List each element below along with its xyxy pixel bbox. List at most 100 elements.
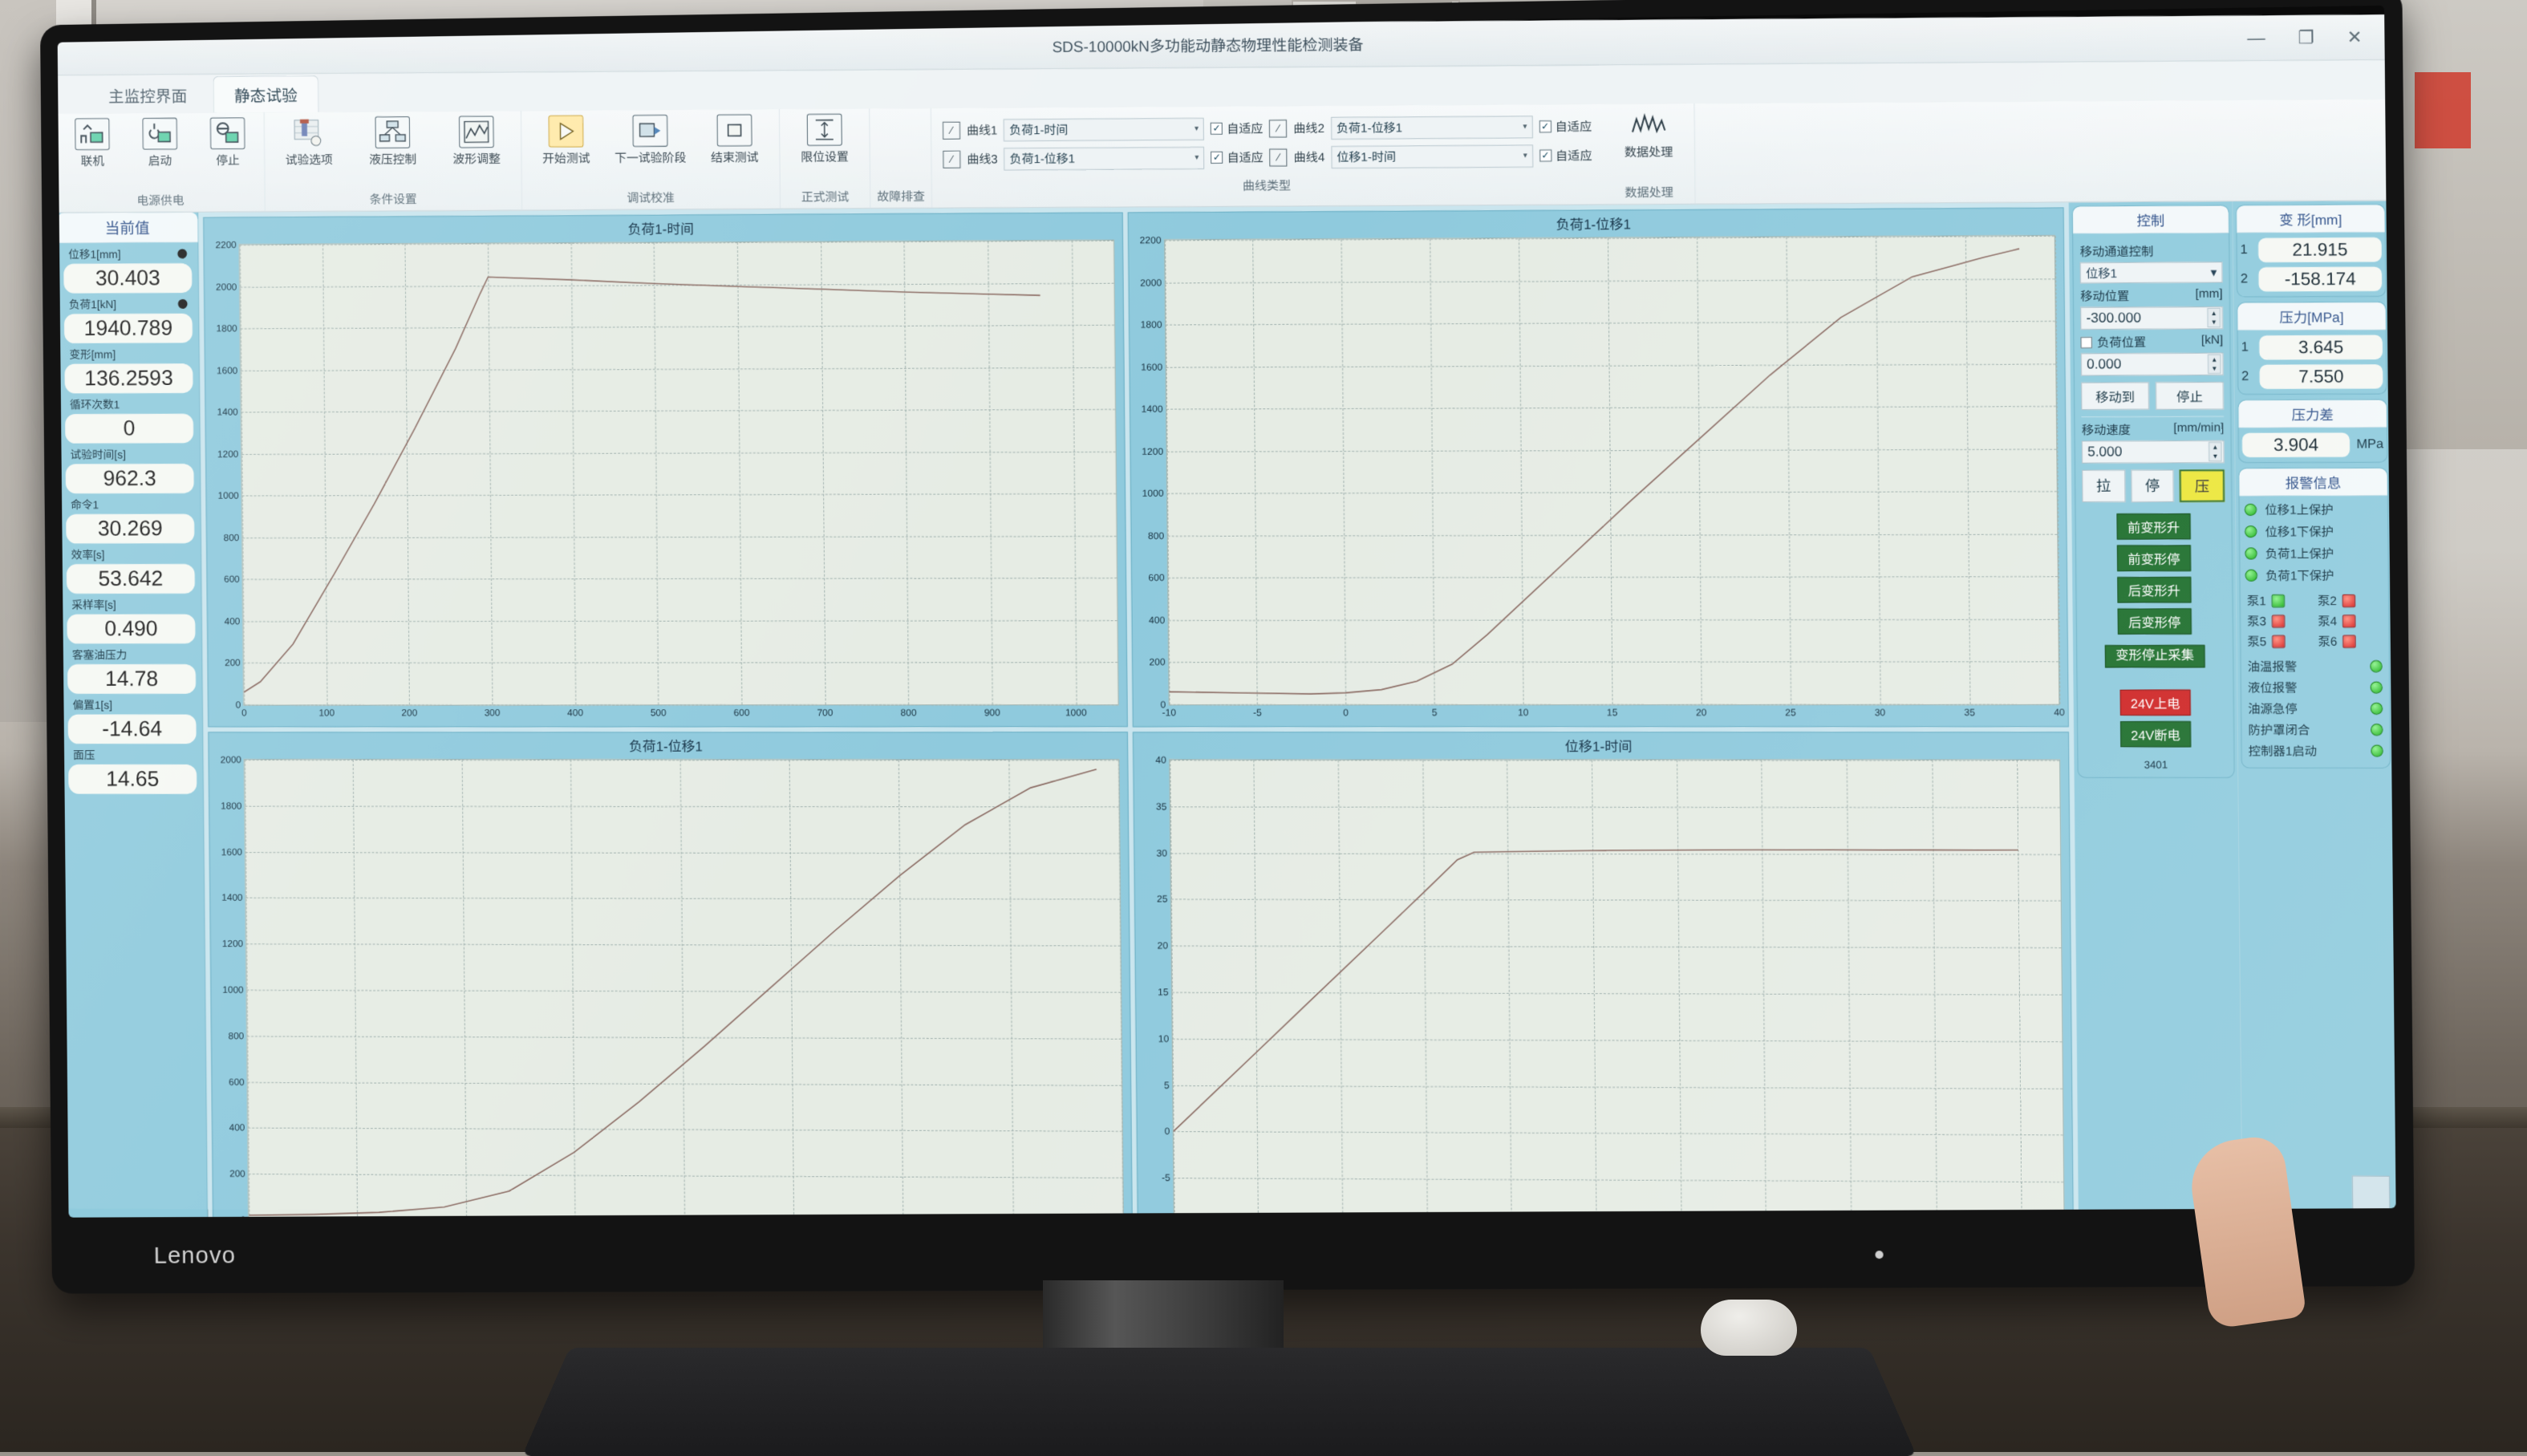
limit-setting-button[interactable]: 限位设置 (786, 113, 863, 164)
move-position-input[interactable]: -300.000 ▲▼ (2080, 306, 2223, 330)
x-axis-tick-label: -5 (1253, 707, 1262, 718)
led-indicator-icon (2245, 525, 2257, 537)
action-button-5[interactable]: 24V上电 (2119, 689, 2191, 715)
next-stage-button[interactable]: 下一试验阶段 (612, 115, 689, 166)
chart-title-2: 负荷1-位移1 (209, 732, 1126, 756)
load-position-label: 负荷位置 [kN] (2081, 333, 2224, 351)
y-axis-tick-label: 30 (1156, 847, 1167, 858)
y-axis-tick-label: 40 (1155, 754, 1166, 765)
led-indicator-icon (2272, 594, 2286, 607)
push-button[interactable]: 压 (2180, 469, 2225, 502)
waveform-icon (459, 116, 494, 148)
current-value-label: 采样率[s] (67, 596, 195, 613)
action-button-6[interactable]: 24V断电 (2120, 721, 2192, 747)
hydraulic-control-button[interactable]: 液压控制 (355, 116, 431, 168)
curve-select-2[interactable]: 负荷1-位移1 ▾ (1331, 116, 1533, 140)
status-label: 液位报警 (2248, 679, 2298, 696)
keyboard[interactable] (522, 1348, 1917, 1456)
load-position-checkbox[interactable] (2081, 336, 2092, 347)
curve-auto-1[interactable]: ✓ 自适应 (1211, 120, 1263, 136)
stop-move-button[interactable]: 停止 (2156, 382, 2224, 410)
status-row: 油源急停 (2248, 700, 2383, 717)
next-stage-label: 下一试验阶段 (615, 149, 686, 166)
tab-main-monitor[interactable]: 主监控界面 (87, 76, 208, 114)
chevron-down-icon: ▾ (1523, 122, 1527, 131)
y-axis-tick-label: 1200 (222, 938, 243, 949)
action-button-4[interactable]: 变形停止采集 (2105, 645, 2205, 667)
status-label: 油源急停 (2248, 700, 2298, 717)
start-test-button[interactable]: 开始测试 (528, 115, 605, 166)
ribbon-group-conditions-title: 条件设置 (271, 190, 515, 209)
y-axis-tick-label: 1000 (218, 490, 239, 501)
action-button-1[interactable]: 前变形停 (2117, 545, 2191, 572)
close-icon[interactable]: ✕ (2347, 26, 2363, 47)
y-axis-tick-label: 1800 (217, 322, 237, 334)
pull-button[interactable]: 拉 (2082, 470, 2125, 503)
mouse[interactable] (1701, 1300, 1797, 1356)
curve-auto-3[interactable]: ✓ 自适应 (1211, 148, 1263, 165)
maximize-icon[interactable]: ❐ (2298, 26, 2314, 47)
pump-label: 泵3 (2247, 612, 2266, 629)
waveform-adjust-button[interactable]: 波形调整 (438, 116, 514, 167)
app-title: SDS-10000kN多功能动静态物理性能检测装备 (58, 26, 2387, 63)
current-value-label: 面压 (68, 746, 197, 763)
spinner-arrows-icon[interactable]: ▲▼ (2209, 442, 2222, 461)
plot-area-2[interactable]: 0510152025303540020040060080010001200140… (244, 759, 1123, 1218)
curve-select-3[interactable]: 负荷1-位移1 ▾ (1004, 146, 1204, 169)
connect-button[interactable]: 联机 (63, 118, 123, 169)
chart-disp-time[interactable]: 位移1-时间 01002003004005006007008009001000-… (1132, 732, 2074, 1217)
window-controls[interactable]: — ❐ ✕ (2247, 26, 2379, 48)
data-process-icon (1630, 108, 1666, 141)
direction-buttons: 拉 停 压 (2082, 469, 2225, 502)
chart-series (1170, 760, 2064, 1217)
power-icon (143, 118, 178, 150)
y-axis-tick-label: 0 (1164, 1125, 1170, 1137)
chevron-down-icon: ▾ (2210, 265, 2217, 279)
curve-auto-4[interactable]: ✓ 自适应 (1539, 147, 1592, 164)
channel-select[interactable]: 位移1 ▾ (2080, 262, 2223, 283)
test-options-icon (291, 117, 327, 149)
hold-button[interactable]: 停 (2131, 469, 2174, 502)
end-test-button[interactable]: 结束测试 (696, 114, 773, 165)
protection-row: 位移1下保护 (2245, 523, 2383, 541)
current-value-row: 试验时间[s]962.3 (59, 443, 201, 493)
y-axis-tick-label: 2000 (216, 281, 237, 292)
curve-select-4[interactable]: 位移1-时间 ▾ (1331, 144, 1533, 168)
start-button[interactable]: 启动 (130, 118, 190, 169)
stop-icon-svg (214, 121, 241, 145)
ribbon-group-power-title: 电源供电 (63, 191, 258, 210)
curve-auto-2[interactable]: ✓ 自适应 (1539, 118, 1592, 136)
chevron-down-icon: ▾ (1195, 153, 1199, 162)
move-speed-input[interactable]: 5.000 ▲▼ (2082, 440, 2225, 464)
minimize-icon[interactable]: — (2247, 27, 2265, 48)
move-to-button[interactable]: 移动到 (2081, 382, 2149, 410)
checkbox-icon: ✓ (1211, 123, 1223, 135)
action-button-3[interactable]: 后变形停 (2118, 608, 2192, 634)
chart-load-disp-2[interactable]: 负荷1-位移1 05101520253035400200400600800100… (208, 732, 1132, 1217)
curve-auto-3-label: 自适应 (1227, 148, 1263, 165)
led-indicator-icon (2370, 681, 2383, 693)
led-indicator-icon (2371, 703, 2383, 715)
load-position-input[interactable]: 0.000 ▲▼ (2081, 353, 2224, 376)
test-options-button[interactable]: 试验选项 (271, 116, 347, 168)
action-button-2[interactable]: 后变形升 (2117, 577, 2191, 602)
connect-icon-svg (79, 122, 106, 146)
led-indicator-icon (2272, 635, 2286, 647)
action-button-0[interactable]: 前变形升 (2117, 513, 2191, 540)
stop-button[interactable]: 停止 (197, 117, 258, 168)
status-dot (178, 299, 188, 309)
data-process-button[interactable]: 数据处理 (1609, 108, 1688, 160)
curve-select-1[interactable]: 负荷1-时间 ▾ (1004, 117, 1204, 141)
current-values-title: 当前值 (58, 213, 198, 244)
tab-static-test[interactable]: 静态试验 (213, 75, 318, 113)
spinner-arrows-icon[interactable]: ▲▼ (2207, 308, 2221, 327)
y-axis-tick-label: -5 (1162, 1172, 1170, 1183)
spinner-arrows-icon[interactable]: ▲▼ (2208, 355, 2221, 374)
plot-area-3[interactable]: 01002003004005006007008009001000-10-5051… (1169, 759, 2065, 1217)
